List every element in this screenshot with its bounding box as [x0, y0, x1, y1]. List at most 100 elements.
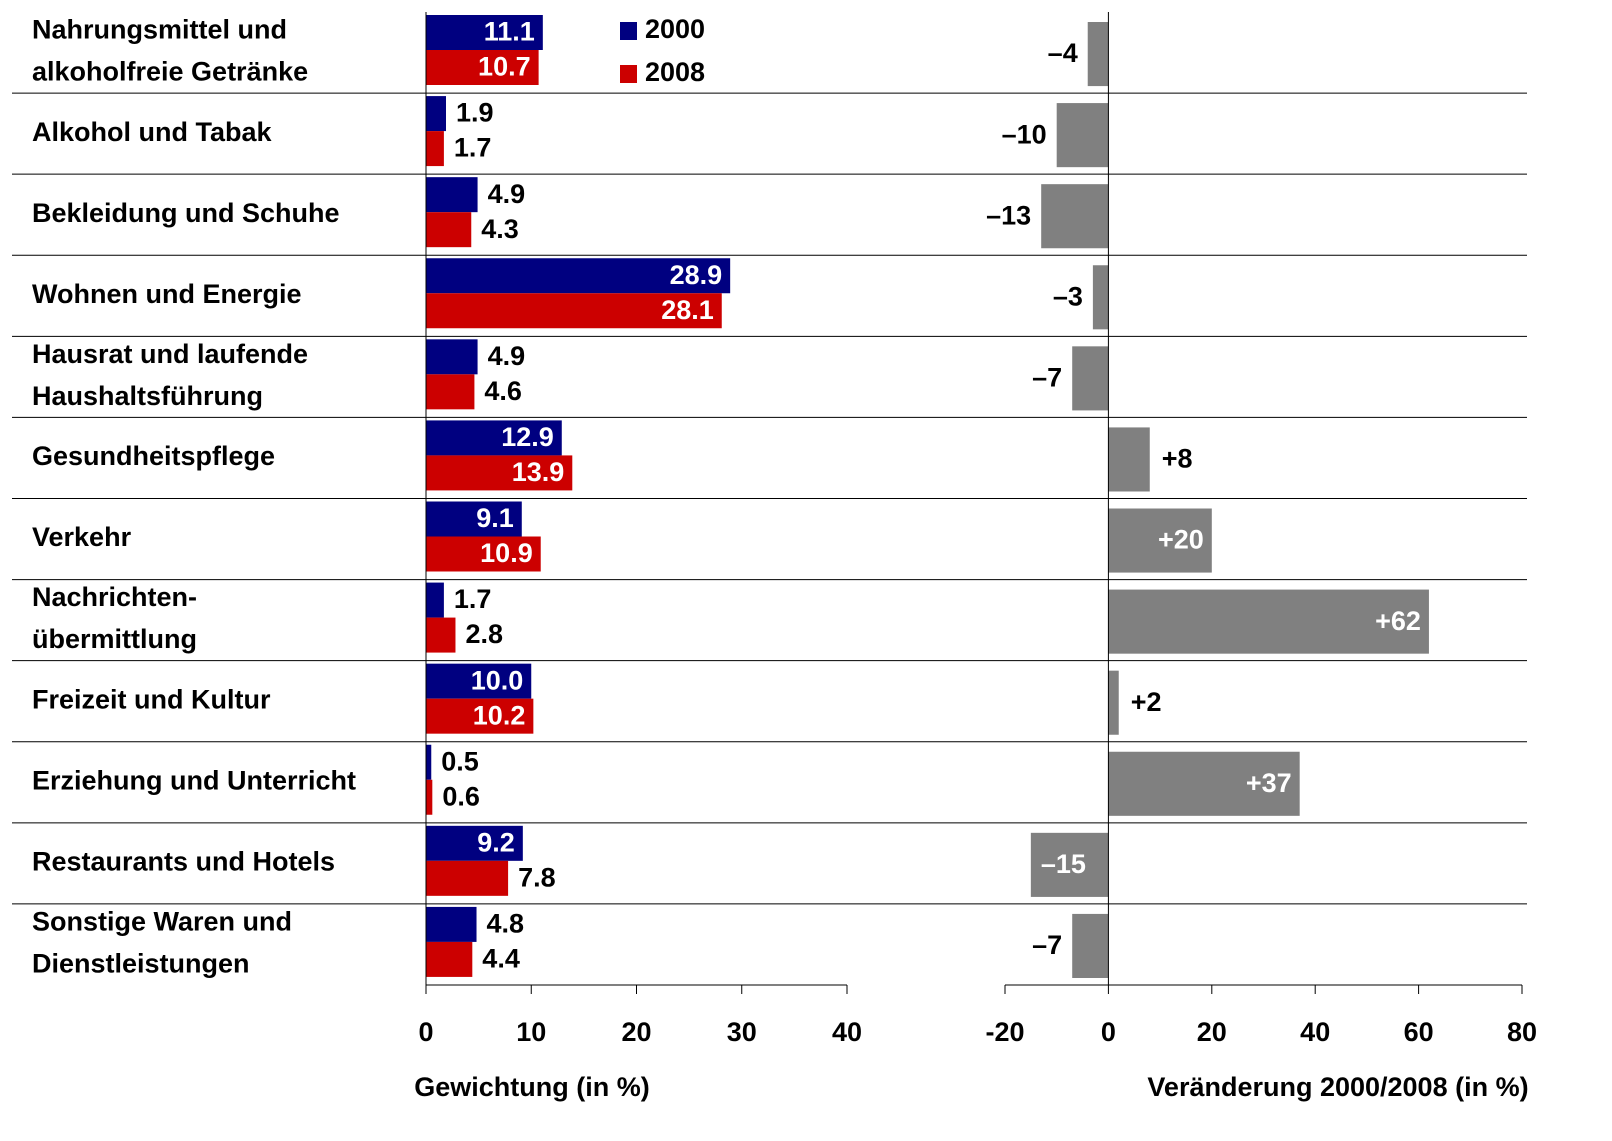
x-tick-label: 20	[1197, 1017, 1227, 1047]
legend-swatch	[620, 22, 637, 40]
value-label: 4.3	[481, 214, 519, 244]
bar	[426, 177, 478, 213]
bar	[426, 536, 541, 572]
x-tick-label: 40	[1300, 1017, 1330, 1047]
value-label: +37	[1246, 768, 1292, 798]
x-tick-label: 60	[1404, 1017, 1434, 1047]
bar	[426, 698, 534, 734]
category-label: Restaurants und Hotels	[32, 847, 335, 877]
bar	[426, 860, 509, 896]
value-label: 28.1	[661, 295, 714, 325]
value-label: 4.9	[488, 341, 526, 371]
category-label: Nachrichten-übermittlung	[32, 582, 197, 654]
value-label: –13	[986, 200, 1031, 230]
category-label: Freizeit und Kultur	[32, 684, 271, 714]
bar	[426, 744, 432, 780]
value-label: 4.4	[482, 944, 520, 974]
value-label: +8	[1162, 444, 1193, 474]
legend-label: 2000	[645, 14, 705, 44]
value-label: 10.7	[478, 52, 531, 82]
bar	[1087, 22, 1109, 87]
x-tick-label: -20	[985, 1017, 1024, 1047]
bar	[1108, 589, 1429, 654]
value-label: 10.9	[480, 538, 533, 568]
category-label: Erziehung und Unterricht	[32, 765, 356, 795]
x-tick-label: 40	[832, 1017, 862, 1047]
x-axis-label: Veränderung 2000/2008 (in %)	[1147, 1072, 1528, 1102]
category-label: Sonstige Waren und Dienstleistungen	[32, 907, 292, 979]
value-label: 9.1	[476, 503, 514, 533]
bar	[426, 258, 731, 294]
value-label: 1.7	[454, 133, 492, 163]
x-tick-label: 20	[621, 1017, 651, 1047]
x-tick-label: 80	[1507, 1017, 1537, 1047]
legend-label: 2008	[645, 57, 705, 87]
bar	[1108, 751, 1300, 816]
bar	[426, 455, 573, 491]
value-label: +20	[1158, 525, 1204, 555]
value-label: 4.9	[488, 179, 526, 209]
bar	[426, 339, 478, 375]
bar	[1108, 670, 1119, 735]
bar	[426, 293, 722, 329]
bar	[426, 374, 475, 410]
value-label: 4.6	[484, 376, 522, 406]
bar	[1041, 184, 1109, 249]
value-label: 7.8	[518, 862, 556, 892]
value-label: 10.2	[473, 700, 526, 730]
bar	[426, 663, 532, 699]
bar	[1092, 265, 1109, 330]
bar	[426, 779, 433, 815]
bar	[1108, 427, 1150, 492]
bar	[1072, 346, 1109, 411]
value-label: –3	[1053, 281, 1083, 311]
value-label: –4	[1048, 38, 1078, 68]
x-tick-label: 10	[516, 1017, 546, 1047]
value-label: 0.6	[442, 781, 480, 811]
value-label: 28.9	[670, 260, 723, 290]
bar	[426, 582, 444, 618]
bar	[426, 212, 472, 248]
value-label: +2	[1131, 687, 1162, 717]
value-label: –7	[1032, 930, 1062, 960]
bar	[426, 501, 522, 537]
bar	[426, 906, 477, 942]
category-label: Bekleidung und Schuhe	[32, 198, 340, 228]
category-label: Wohnen und Energie	[32, 279, 302, 309]
value-label: +62	[1375, 606, 1421, 636]
bar	[1108, 508, 1212, 573]
category-label: Verkehr	[32, 522, 132, 552]
value-label: 10.0	[471, 665, 524, 695]
value-label: 11.1	[484, 17, 535, 47]
bar	[426, 50, 539, 85]
bar	[426, 617, 456, 653]
bar	[426, 131, 444, 167]
value-label: –10	[1002, 119, 1047, 149]
value-label: 4.8	[487, 909, 525, 939]
value-label: –7	[1032, 363, 1062, 393]
category-label: Alkohol und Tabak	[32, 117, 272, 147]
category-label: Hausrat und laufende Haushaltsführung	[32, 339, 308, 411]
bar	[1056, 103, 1109, 168]
value-label: 2.8	[465, 619, 503, 649]
bar	[1030, 832, 1109, 897]
bar	[426, 96, 446, 132]
value-label: 9.2	[477, 827, 515, 857]
bar	[426, 825, 523, 861]
bar	[426, 941, 473, 977]
x-tick-label: 0	[1101, 1017, 1116, 1047]
value-label: 1.7	[454, 584, 492, 614]
x-tick-label: 0	[418, 1017, 433, 1047]
category-label: Gesundheitspflege	[32, 441, 275, 471]
bar	[1072, 913, 1109, 978]
value-label: 0.5	[441, 746, 479, 776]
value-label: –15	[1041, 849, 1086, 879]
value-label: 1.9	[456, 98, 494, 128]
bar	[426, 15, 543, 50]
value-label: 13.9	[512, 457, 565, 487]
legend-swatch	[620, 65, 637, 83]
category-label: Nahrungsmittel und alkoholfreie Getränke	[32, 15, 308, 87]
value-label: 12.9	[501, 422, 554, 452]
x-tick-label: 30	[727, 1017, 757, 1047]
